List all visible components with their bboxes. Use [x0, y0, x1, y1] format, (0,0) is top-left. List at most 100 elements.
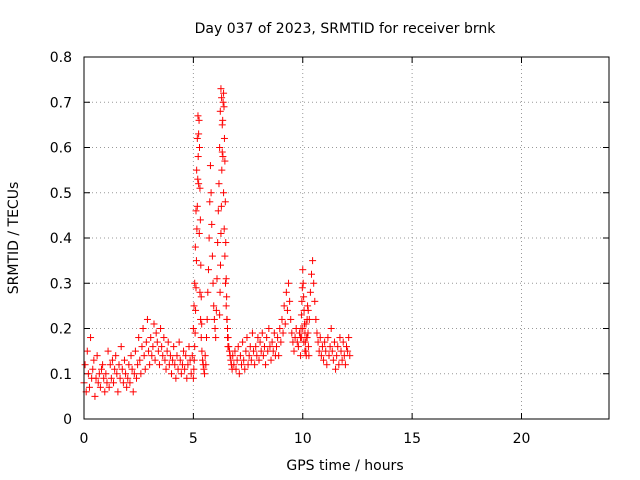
data-point	[255, 356, 263, 364]
data-point	[320, 356, 328, 364]
data-point	[171, 361, 179, 369]
data-point	[287, 315, 295, 323]
data-point	[189, 325, 197, 332]
data-point	[96, 383, 104, 391]
data-point	[215, 180, 223, 188]
data-point	[204, 288, 212, 296]
data-point	[133, 374, 140, 382]
data-point	[286, 297, 294, 305]
data-point	[118, 365, 126, 373]
data-point	[239, 338, 247, 346]
data-point	[306, 288, 314, 296]
data-point	[288, 329, 296, 337]
data-point	[131, 347, 139, 355]
data-point	[321, 338, 329, 346]
y-tick-label: 0.5	[50, 186, 72, 202]
data-point	[345, 334, 353, 342]
chart-title: Day 037 of 2023, SRMTID for receiver brn…	[195, 21, 497, 37]
data-point	[234, 343, 242, 351]
data-point	[203, 315, 211, 323]
y-tick-label: 0.2	[50, 322, 72, 338]
data-point	[180, 347, 188, 355]
data-point	[259, 352, 267, 360]
data-point	[195, 130, 203, 138]
data-point	[211, 325, 219, 332]
data-point	[266, 343, 274, 351]
data-point	[98, 365, 105, 373]
data-point	[325, 352, 333, 360]
data-point	[210, 315, 218, 323]
data-point	[192, 306, 200, 314]
data-point	[174, 365, 182, 373]
data-point	[149, 343, 157, 351]
data-point	[251, 361, 259, 369]
data-point	[222, 275, 230, 283]
data-point	[275, 352, 283, 360]
data-point	[335, 361, 343, 369]
tick-layer: 0 5 10 15 20 0 0.1 0.2 0.3 0.4 0.5 0.6 0.7 0.8	[50, 50, 609, 447]
data-point	[330, 338, 338, 346]
data-point	[155, 361, 163, 369]
data-point	[161, 356, 169, 364]
data-point	[150, 320, 158, 328]
data-point	[177, 370, 185, 378]
data-point	[333, 352, 341, 360]
data-point	[162, 365, 170, 373]
x-tick-label: 10	[294, 431, 312, 447]
data-point	[168, 370, 175, 378]
data-point	[229, 352, 237, 360]
data-point	[129, 388, 137, 396]
data-point	[207, 189, 215, 197]
data-point	[217, 85, 225, 93]
data-point	[241, 365, 249, 373]
data-point	[181, 365, 189, 373]
data-point	[218, 166, 226, 174]
data-point	[221, 198, 229, 206]
data-point	[116, 374, 124, 382]
data-point	[182, 352, 190, 360]
data-point	[152, 329, 160, 337]
data-point	[332, 365, 340, 373]
data-point	[248, 329, 256, 337]
data-point	[318, 343, 326, 351]
data-point	[110, 379, 118, 387]
data-point	[236, 352, 244, 360]
x-tick-label: 15	[403, 431, 421, 447]
data-point	[293, 338, 301, 346]
y-tick-label: 0.4	[50, 231, 72, 247]
data-point	[269, 347, 277, 355]
y-tick-label: 0	[63, 412, 72, 428]
data-point	[324, 334, 332, 342]
data-point	[274, 334, 282, 342]
data-point	[125, 361, 133, 369]
data-point	[220, 189, 228, 197]
data-point	[81, 361, 89, 369]
data-point	[322, 347, 330, 355]
data-point	[192, 207, 200, 215]
data-point	[206, 162, 214, 170]
data-point	[141, 365, 149, 373]
data-point	[107, 374, 115, 382]
data-point	[220, 134, 228, 142]
data-point	[235, 370, 243, 378]
data-point	[265, 325, 273, 332]
data-point	[196, 144, 203, 151]
data-point	[175, 338, 183, 346]
data-point	[195, 116, 203, 124]
data-point	[222, 279, 230, 287]
data-point	[113, 370, 121, 378]
data-point	[217, 229, 225, 237]
data-point	[146, 361, 154, 369]
data-point	[222, 302, 230, 310]
data-point	[224, 343, 232, 351]
data-point	[148, 352, 156, 360]
data-point	[245, 352, 253, 360]
data-point	[128, 365, 136, 373]
data-point	[224, 325, 231, 332]
data-point	[213, 275, 221, 283]
x-tick-label: 20	[513, 431, 531, 447]
data-point	[196, 216, 204, 224]
data-point	[184, 361, 192, 369]
data-point	[91, 392, 99, 400]
data-point	[316, 334, 324, 342]
